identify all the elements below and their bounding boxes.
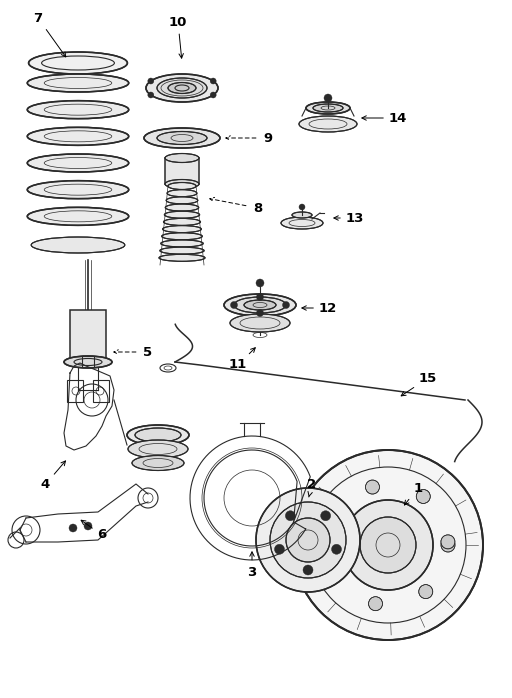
Circle shape <box>416 489 430 503</box>
Circle shape <box>326 514 340 528</box>
Ellipse shape <box>31 237 125 253</box>
Ellipse shape <box>29 52 127 74</box>
Circle shape <box>369 597 382 611</box>
Text: 10: 10 <box>169 15 187 58</box>
Text: 3: 3 <box>247 552 257 579</box>
Ellipse shape <box>163 225 201 232</box>
Circle shape <box>360 517 416 573</box>
Text: 13: 13 <box>334 211 364 225</box>
Ellipse shape <box>27 154 129 172</box>
Text: 15: 15 <box>401 371 437 396</box>
Text: 5: 5 <box>114 346 153 359</box>
Circle shape <box>343 500 433 590</box>
Text: 4: 4 <box>40 461 66 491</box>
Circle shape <box>257 309 264 316</box>
Ellipse shape <box>157 131 207 144</box>
Circle shape <box>283 302 289 309</box>
Ellipse shape <box>224 294 296 316</box>
Text: 14: 14 <box>362 112 407 124</box>
Ellipse shape <box>165 204 199 211</box>
Ellipse shape <box>159 254 205 261</box>
Ellipse shape <box>163 218 201 225</box>
Ellipse shape <box>144 128 220 148</box>
Text: 11: 11 <box>229 348 255 371</box>
Ellipse shape <box>281 217 323 229</box>
Text: 9: 9 <box>226 131 272 144</box>
Circle shape <box>210 78 216 84</box>
Text: 2: 2 <box>307 479 316 497</box>
Ellipse shape <box>157 78 207 98</box>
Bar <box>93 380 109 402</box>
Circle shape <box>441 535 455 549</box>
Ellipse shape <box>165 154 199 163</box>
Circle shape <box>441 538 455 552</box>
Ellipse shape <box>146 74 218 102</box>
Ellipse shape <box>167 190 197 197</box>
Circle shape <box>293 450 483 640</box>
Ellipse shape <box>165 179 199 188</box>
Bar <box>67 380 83 402</box>
Circle shape <box>286 518 330 562</box>
Circle shape <box>257 293 264 301</box>
Bar <box>165 158 199 184</box>
Text: 8: 8 <box>210 198 263 214</box>
Ellipse shape <box>299 116 357 132</box>
Ellipse shape <box>161 240 203 247</box>
Ellipse shape <box>164 211 200 218</box>
Circle shape <box>270 502 346 578</box>
Circle shape <box>148 78 154 84</box>
Ellipse shape <box>135 428 181 442</box>
Ellipse shape <box>132 456 184 470</box>
Circle shape <box>285 511 295 521</box>
Circle shape <box>324 94 332 102</box>
Ellipse shape <box>160 247 204 254</box>
Circle shape <box>366 480 379 494</box>
Ellipse shape <box>234 297 286 313</box>
Text: 7: 7 <box>33 11 66 57</box>
Circle shape <box>332 544 342 554</box>
Ellipse shape <box>166 197 198 204</box>
Text: 12: 12 <box>302 302 337 315</box>
Circle shape <box>69 524 77 532</box>
Ellipse shape <box>313 104 343 112</box>
Circle shape <box>84 522 92 530</box>
Ellipse shape <box>244 300 276 310</box>
Circle shape <box>256 279 264 287</box>
Bar <box>70 310 106 360</box>
Circle shape <box>230 302 238 309</box>
Circle shape <box>274 544 285 554</box>
Circle shape <box>419 585 433 599</box>
Ellipse shape <box>64 356 112 368</box>
Ellipse shape <box>230 314 290 332</box>
Circle shape <box>321 511 331 521</box>
Circle shape <box>328 565 342 579</box>
Circle shape <box>256 488 360 592</box>
Text: 1: 1 <box>404 482 422 505</box>
Ellipse shape <box>27 127 129 145</box>
Ellipse shape <box>162 232 202 240</box>
Circle shape <box>210 92 216 98</box>
Circle shape <box>148 92 154 98</box>
Ellipse shape <box>27 74 129 92</box>
Ellipse shape <box>292 212 312 218</box>
Ellipse shape <box>306 102 350 114</box>
Ellipse shape <box>27 181 129 199</box>
Ellipse shape <box>127 425 189 445</box>
Ellipse shape <box>27 207 129 225</box>
Ellipse shape <box>128 440 188 458</box>
Text: 6: 6 <box>81 520 106 542</box>
Circle shape <box>299 204 305 210</box>
Ellipse shape <box>168 82 196 94</box>
Ellipse shape <box>27 101 129 119</box>
Ellipse shape <box>168 182 196 189</box>
Circle shape <box>303 565 313 575</box>
